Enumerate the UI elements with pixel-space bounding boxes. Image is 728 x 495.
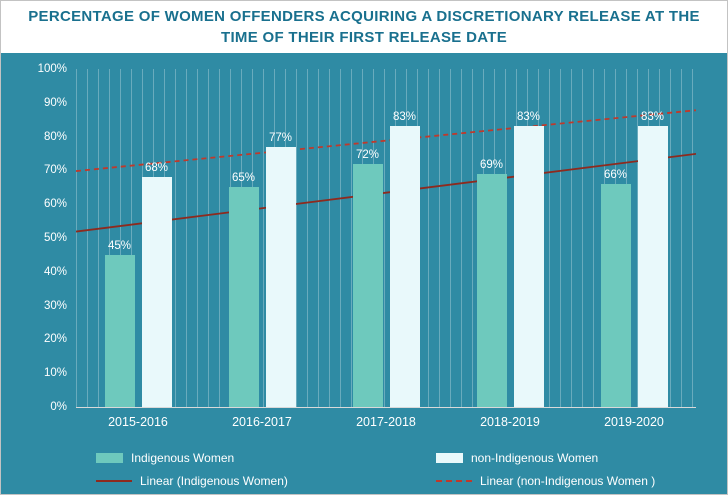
y-tick-label: 70% (43, 164, 67, 177)
chart-title-bar: PERCENTAGE OF WOMEN OFFENDERS ACQUIRING … (1, 1, 727, 53)
legend: Indigenous Women non-Indigenous Women Line… (96, 451, 707, 488)
bar-non-indigenous-women (637, 126, 668, 407)
legend-swatch-bar (96, 453, 123, 463)
bar-group: 69% 83% (448, 69, 572, 407)
legend-label: Linear (Indigenous Women) (140, 474, 288, 488)
y-tick-label: 90% (43, 96, 67, 109)
x-tick-label: 2016-2017 (232, 415, 292, 429)
bar-wrap: 83% (513, 69, 544, 407)
bar-wrap: 68% (141, 69, 172, 407)
legend-swatch-bar (436, 453, 463, 463)
bar-value-label: 83% (516, 111, 541, 124)
x-tick-label: 2019-2020 (604, 415, 664, 429)
bar-group: 45% 68% (76, 69, 200, 407)
bar-value-label: 68% (144, 162, 169, 175)
bar-group: 72% 83% (324, 69, 448, 407)
bar-indigenous-women (352, 163, 383, 407)
legend-swatch-line (436, 480, 472, 482)
chart-area: 0% 10% 20% 30% 40% 50% 60% 70% 80% 90% 100% 45% 68%… (1, 53, 727, 494)
chart-title: PERCENTAGE OF WOMEN OFFENDERS ACQUIRING … (28, 8, 700, 46)
legend-label: non-Indigenous Women (471, 451, 599, 465)
legend-label: Indigenous Women (131, 451, 235, 465)
bar-value-label: 77% (268, 131, 293, 144)
bar-non-indigenous-women (389, 126, 420, 407)
legend-swatch-line (96, 480, 132, 482)
bar-wrap: 83% (637, 69, 668, 407)
bar-indigenous-women (104, 254, 135, 407)
x-tick-label: 2017-2018 (356, 415, 416, 429)
bar-indigenous-women (600, 183, 631, 407)
bar-group: 65% 77% (200, 69, 324, 407)
bar-non-indigenous-women (513, 126, 544, 407)
legend-item: Indigenous Women (96, 451, 436, 465)
bar-groups: 45% 68% 65% 77% 72% 83% 69% 83% 66% 83% (76, 69, 696, 407)
y-tick-label: 10% (43, 367, 67, 380)
legend-item: Linear (non-Indigenous Women ) (436, 474, 707, 488)
plot-area: 45% 68% 65% 77% 72% 83% 69% 83% 66% 83% (76, 69, 696, 408)
bar-non-indigenous-women (141, 177, 172, 407)
bar-wrap: 69% (476, 69, 507, 407)
bar-wrap: 66% (600, 69, 631, 407)
legend-label: Linear (non-Indigenous Women ) (480, 474, 656, 488)
bar-group: 66% 83% (572, 69, 696, 407)
bar-value-label: 83% (640, 111, 665, 124)
bar-value-label: 72% (355, 148, 380, 161)
x-tick-label: 2018-2019 (480, 415, 540, 429)
y-tick-label: 20% (43, 333, 67, 346)
x-tick-label: 2015-2016 (108, 415, 168, 429)
bar-wrap: 45% (104, 69, 135, 407)
bar-value-label: 65% (231, 172, 256, 185)
y-tick-label: 30% (43, 299, 67, 312)
bar-indigenous-women (476, 173, 507, 407)
y-tick-label: 60% (43, 198, 67, 211)
bar-non-indigenous-women (265, 146, 296, 407)
y-tick-label: 50% (43, 232, 67, 244)
bar-wrap: 77% (265, 69, 296, 407)
bar-wrap: 83% (389, 69, 420, 407)
bar-wrap: 65% (228, 69, 259, 407)
y-tick-label: 100% (37, 63, 67, 75)
bar-indigenous-women (228, 187, 259, 407)
bar-value-label: 83% (392, 111, 417, 124)
bar-value-label: 66% (603, 168, 628, 181)
y-tick-label: 80% (43, 130, 67, 143)
legend-item: Linear (Indigenous Women) (96, 474, 436, 488)
y-axis: 0% 10% 20% 30% 40% 50% 60% 70% 80% 90% 100% (1, 63, 67, 413)
bar-value-label: 45% (107, 239, 132, 252)
y-tick-label: 0% (50, 401, 67, 413)
bar-wrap: 72% (352, 69, 383, 407)
legend-item: non-Indigenous Women (436, 451, 707, 465)
bar-value-label: 69% (479, 158, 504, 171)
x-axis: 2015-2016 2016-2017 2017-2018 2018-2019 2019… (76, 415, 696, 429)
y-tick-label: 40% (43, 265, 67, 278)
